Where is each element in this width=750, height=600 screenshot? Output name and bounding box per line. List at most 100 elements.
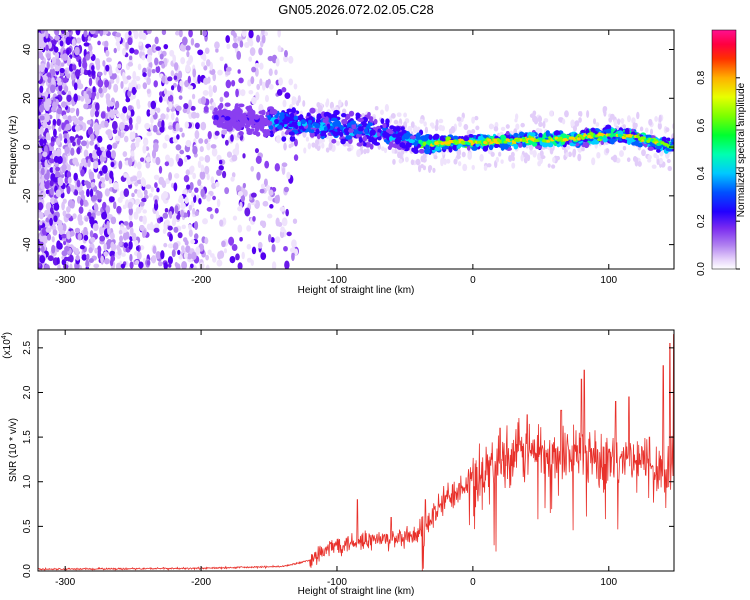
spectrogram-noise-cell (129, 253, 133, 262)
spectrogram-signal-cell (224, 102, 231, 107)
spectrogram-noise-cell (142, 209, 147, 214)
spectrogram-signal-cell (471, 146, 478, 151)
spectrogram-noise-cell (46, 61, 50, 70)
spectrogram-noise-cell (106, 144, 113, 151)
spectrogram-noise-cell (270, 237, 275, 243)
spectrogram-noise-cell (92, 91, 97, 97)
spectrogram-noise-cell (70, 73, 75, 81)
spectrogram-noise-cell (48, 145, 54, 151)
snr-series-line (38, 334, 674, 571)
spectrogram-noise-cell (157, 261, 163, 267)
spectrogram-background-cell (456, 116, 462, 122)
spectrogram-noise-cell (158, 165, 163, 174)
spectrogram-noise-cell (237, 224, 243, 233)
spectrogram-noise-cell (242, 153, 246, 159)
spectrogram-signal-cell (288, 131, 295, 136)
spectrogram-noise-cell (142, 215, 147, 222)
spectrogram-noise-cell (96, 190, 103, 200)
spectrogram-noise-cell (232, 148, 238, 155)
spectrogram-noise-cell (209, 105, 215, 111)
snr-x-tick-label: -100 (327, 577, 347, 588)
spectrogram-noise-cell (126, 75, 132, 80)
spectrogram-noise-cell (87, 69, 92, 76)
spectrogram-noise-cell (51, 77, 56, 86)
spectrogram-noise-cell (89, 133, 95, 141)
spectrogram-noise-cell (40, 245, 45, 253)
spectrogram-signal-cell (350, 120, 357, 125)
spectrogram-noise-cell (95, 57, 101, 67)
snr-x-tick-label: -300 (55, 577, 75, 588)
spectrogram-noise-cell (161, 180, 167, 189)
spectrogram-noise-cell (38, 192, 43, 201)
spectrogram-noise-cell (89, 50, 93, 57)
spectrogram-noise-cell (110, 161, 115, 168)
spectrogram-background-cell (649, 128, 654, 135)
spectrogram-noise-cell (54, 30, 60, 37)
spectrogram-noise-cell (110, 216, 117, 225)
spectrogram-signal-cell (267, 114, 272, 121)
spectrogram-noise-cell (250, 259, 254, 266)
spectrogram-noise-cell (83, 42, 90, 47)
spectrogram-noise-cell (49, 217, 53, 226)
spectrogram-background-cell (647, 158, 652, 163)
colorbar-tick-label: 0.8 (696, 70, 707, 84)
spectrogram-background-cell (639, 126, 644, 132)
spectrogram-noise-cell (181, 260, 188, 269)
spectrogram-signal-cell (353, 129, 358, 135)
spectrogram-noise-cell (216, 169, 222, 176)
spectrogram-background-cell (657, 122, 662, 130)
spectrogram-signal-cell (364, 128, 369, 134)
spectrogram-background-cell (515, 123, 520, 130)
spectrogram-noise-cell (165, 113, 169, 120)
spectrogram-noise-cell (100, 156, 107, 162)
spectrogram-noise-cell (268, 189, 274, 196)
spectrogram-noise-cell (135, 206, 142, 214)
spectrogram-noise-cell (57, 242, 63, 250)
spectrogram-noise-cell (143, 189, 148, 196)
spectrogram-x-tick-label: -100 (327, 275, 347, 286)
spectrogram-noise-cell (83, 234, 89, 241)
colorbar-tick-label: 0.4 (696, 166, 707, 180)
spectrogram-noise-cell (87, 36, 92, 42)
spectrogram-noise-cell (45, 227, 52, 233)
spectrogram-noise-cell (102, 60, 106, 67)
spectrogram-noise-cell (155, 156, 161, 166)
spectrogram-background-cell (537, 115, 543, 123)
spectrogram-noise-cell (221, 129, 228, 135)
spectrogram-noise-cell (216, 154, 222, 162)
spectrogram-background-cell (471, 128, 476, 134)
spectrogram-noise-cell (195, 112, 200, 119)
spectrogram-signal-cell (488, 144, 494, 151)
spectrogram-noise-cell (215, 48, 219, 53)
spectrogram-noise-cell (139, 157, 145, 162)
spectrogram-noise-cell (142, 144, 147, 154)
spectrogram-noise-cell (48, 158, 55, 164)
spectrogram-noise-cell (288, 55, 294, 64)
spectrogram-noise-cell (122, 71, 126, 81)
spectrogram-signal-cell (271, 109, 278, 115)
snr-multiplier-exponent: 4 (1, 335, 8, 339)
spectrogram-noise-cell (191, 93, 196, 100)
spectrogram-noise-cell (188, 229, 193, 237)
spectrogram-noise-cell (208, 84, 212, 91)
spectrogram-noise-cell (164, 219, 170, 226)
spectrogram-noise-cell (139, 201, 145, 207)
spectrogram-noise-cell (246, 225, 252, 232)
spectrogram-background-cell (526, 154, 531, 162)
spectrogram-noise-cell (194, 130, 200, 140)
spectrogram-noise-cell (109, 232, 115, 240)
spectrogram-noise-cell (165, 154, 171, 162)
spectrogram-noise-cell (195, 246, 201, 256)
spectrogram-noise-cell (80, 140, 87, 147)
spectrogram-noise-cell (127, 61, 134, 67)
spectrogram-background-cell (463, 123, 469, 131)
spectrogram-background-cell (291, 96, 296, 103)
spectrogram-signal-cell (276, 124, 283, 130)
spectrogram-signal-cell (310, 129, 315, 134)
spectrogram-noise-cell (115, 40, 121, 47)
spectrogram-background-cell (653, 152, 658, 159)
spectrogram-signal-cell (392, 126, 397, 131)
spectrogram-background-cell (325, 147, 330, 153)
spectrogram-background-cell (658, 157, 664, 165)
spectrogram-background-cell (486, 163, 492, 168)
